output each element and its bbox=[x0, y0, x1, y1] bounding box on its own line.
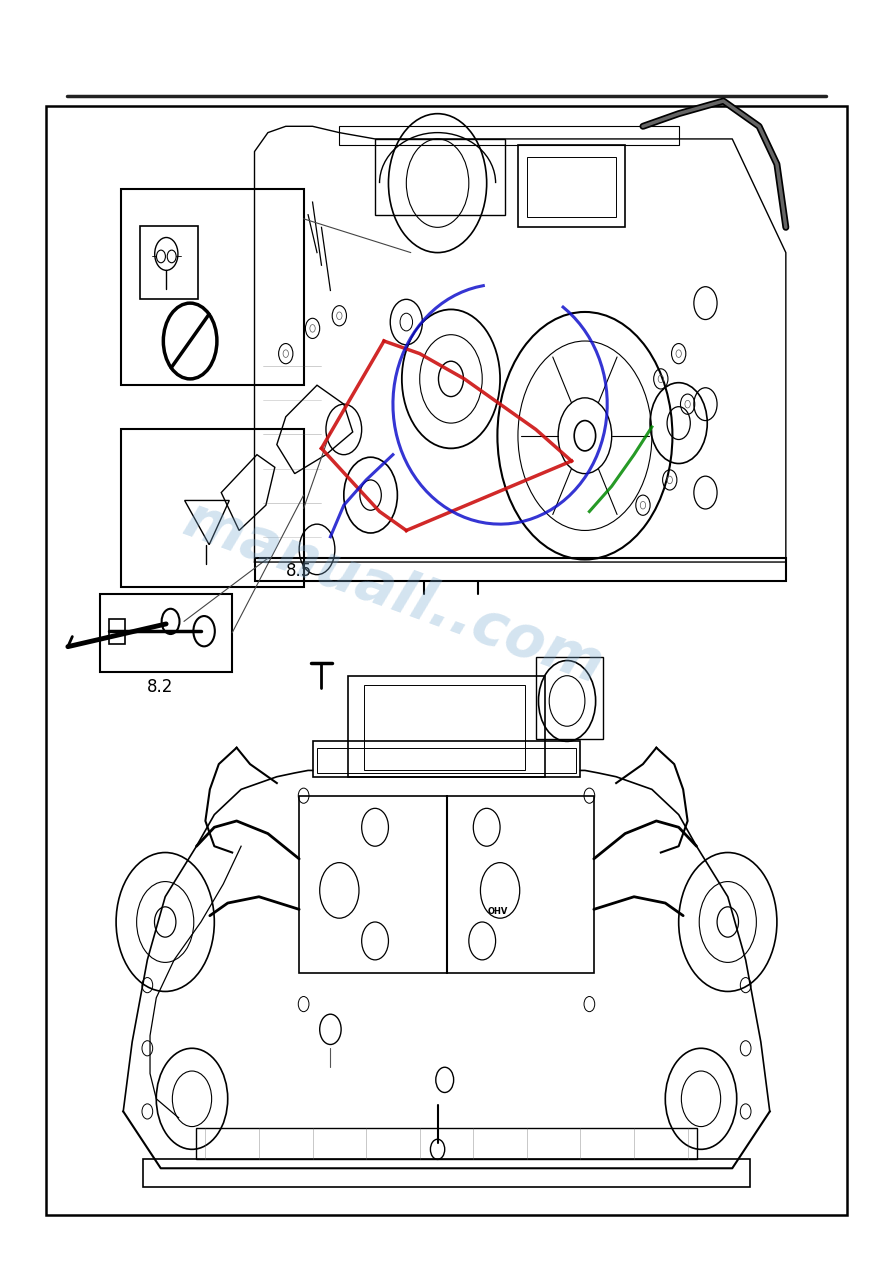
Bar bbox=[317, 748, 576, 773]
Bar bbox=[121, 429, 304, 587]
Bar bbox=[143, 1159, 750, 1187]
Bar bbox=[348, 676, 545, 777]
Bar bbox=[109, 619, 125, 644]
Text: 8.5: 8.5 bbox=[286, 562, 312, 580]
Bar bbox=[446, 796, 594, 973]
Bar bbox=[536, 657, 603, 739]
Bar bbox=[46, 106, 847, 1215]
Bar bbox=[364, 685, 525, 770]
Text: 8.2: 8.2 bbox=[147, 678, 174, 696]
Bar bbox=[518, 145, 625, 227]
Bar bbox=[140, 226, 198, 299]
Bar bbox=[339, 126, 679, 145]
Text: manuall..com: manuall..com bbox=[175, 491, 611, 696]
Text: OHV: OHV bbox=[488, 907, 508, 917]
Bar bbox=[375, 139, 505, 215]
Bar bbox=[527, 157, 616, 217]
Bar bbox=[299, 796, 446, 973]
Bar bbox=[100, 594, 232, 672]
Bar bbox=[313, 741, 580, 777]
Bar bbox=[255, 558, 786, 581]
Bar bbox=[121, 189, 304, 385]
Bar bbox=[196, 1128, 697, 1159]
